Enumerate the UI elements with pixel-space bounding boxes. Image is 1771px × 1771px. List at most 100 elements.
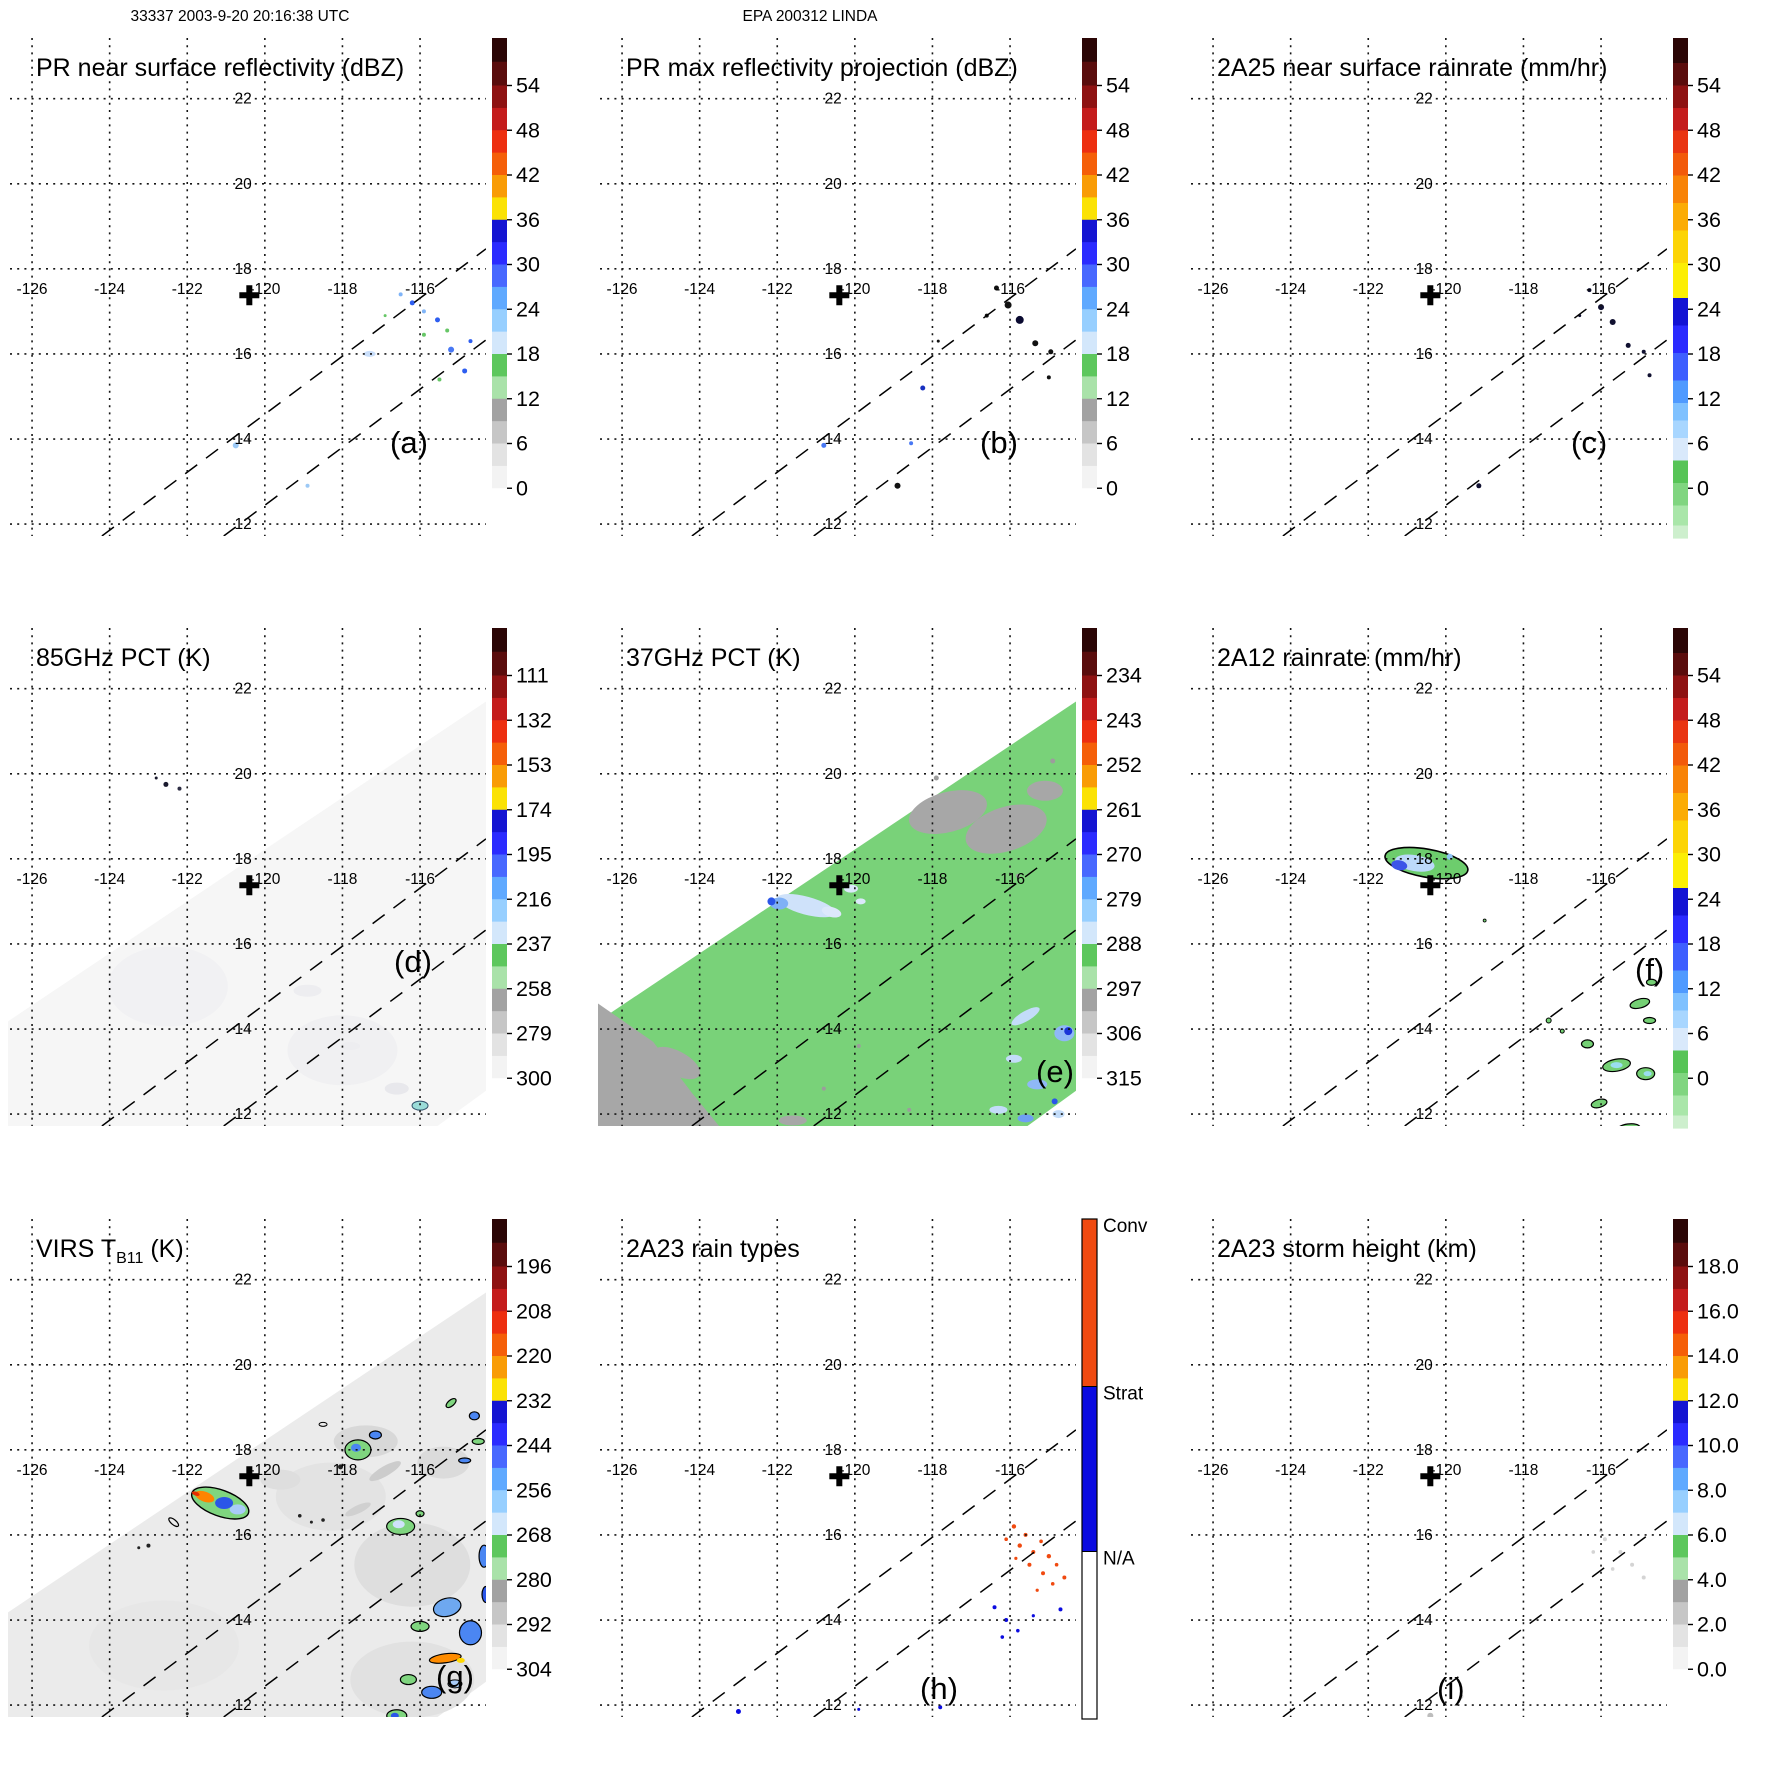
colorbar-segment <box>1672 525 1688 539</box>
pr-swath-edge-line <box>223 339 486 536</box>
latitude-label: 20 <box>234 176 252 193</box>
longitude-label: -116 <box>1586 281 1616 298</box>
map-feature <box>1482 918 1487 923</box>
panel-canvas-e: -126 -124 -122 -120 -118 -116222018161412(e)3… <box>598 628 1142 1129</box>
map-feature <box>1032 340 1039 347</box>
colorbar-tick-label: 14.0 <box>1697 1344 1739 1368</box>
map-feature <box>177 787 182 792</box>
map-feature <box>1027 781 1064 802</box>
colorbar-segment <box>1672 505 1688 527</box>
map-feature <box>822 1086 827 1091</box>
colorbar-segment <box>492 152 507 176</box>
colorbar-segment <box>1672 298 1688 327</box>
colorbar-segment <box>1082 787 1098 811</box>
latitude-label: 12 <box>234 1106 251 1123</box>
colorbar-segment <box>1672 403 1688 422</box>
storm-center-marker <box>1419 285 1440 306</box>
latitude-label: 16 <box>234 936 251 953</box>
colorbar-tick-label: 270 <box>1106 843 1142 867</box>
map-feature <box>1014 1556 1018 1560</box>
map-feature <box>1011 1007 1040 1026</box>
colorbar-tick-label: 2.0 <box>1697 1612 1727 1636</box>
map-feature <box>994 285 1000 291</box>
map-feature <box>1017 1114 1034 1123</box>
colorbar-segment <box>1672 1534 1688 1558</box>
colorbar-segment <box>492 130 507 154</box>
colorbar: 54 48 42 36 30 24 18 12 6 0 <box>1082 38 1130 539</box>
map-feature <box>822 906 842 918</box>
colorbar-segment <box>1672 1601 1688 1625</box>
colorbar-segment <box>492 1512 507 1536</box>
colorbar-segment <box>1082 286 1098 310</box>
map-feature <box>363 350 376 357</box>
map-feature <box>1618 1549 1623 1554</box>
map-feature <box>321 1517 325 1522</box>
colorbar-tick-label: 12 <box>1697 387 1721 411</box>
colorbar-tick-label: 258 <box>516 977 552 1001</box>
longitude-label: -126 <box>1197 281 1228 298</box>
panel-letter: (f) <box>1635 952 1664 987</box>
map-feature <box>302 1723 314 1729</box>
colorbar-segment <box>492 61 507 87</box>
pr-swath-edge-line <box>223 1519 486 1717</box>
latitude-label: 18 <box>234 261 251 278</box>
colorbar-segment <box>1082 944 1098 968</box>
latitude-label: 16 <box>825 936 842 953</box>
colorbar-segment <box>1672 1050 1688 1074</box>
colorbar-segment <box>1082 175 1098 198</box>
colorbar-tick-label: 6.0 <box>1697 1523 1727 1547</box>
colorbar-tick-label: 54 <box>1106 74 1130 98</box>
colorbar-tick-label: 315 <box>1106 1067 1142 1091</box>
latitude-label: 16 <box>1415 1527 1432 1544</box>
map-feature <box>1567 1138 1583 1146</box>
map-feature <box>305 483 310 488</box>
longitude-label: -124 <box>1275 281 1306 298</box>
colorbar-segment <box>492 354 507 377</box>
latitude-label: 12 <box>825 1106 842 1123</box>
map-feature <box>478 1544 486 1568</box>
colorbar-segment <box>1672 203 1688 232</box>
latitude-label: 18 <box>234 1442 251 1459</box>
colorbar-segment <box>1672 108 1688 132</box>
latitude-label: 14 <box>1415 1021 1433 1038</box>
panel-letter: (c) <box>1571 425 1607 460</box>
colorbar-tick-label: 0 <box>1106 476 1118 500</box>
colorbar-segment <box>492 175 507 198</box>
map-feature <box>229 1504 246 1515</box>
latitude-label: 14 <box>1415 1612 1433 1629</box>
panel-i: -126 -124 -122 -120 -118 -116 22 20 18 16 14 12 (i) 2… <box>1181 1181 1771 1771</box>
colorbar-segment <box>492 197 507 221</box>
map-feature <box>1004 301 1012 309</box>
longitude-label: -118 <box>1508 871 1538 888</box>
latitude-label: 16 <box>825 1527 842 1544</box>
colorbar-tick-label: 8.0 <box>1697 1478 1727 1502</box>
colorbar-tick-label: 36 <box>1697 798 1721 822</box>
colorbar-segment <box>1672 1010 1688 1029</box>
map-feature <box>1062 1575 1067 1580</box>
longitude-label: -122 <box>1352 281 1383 298</box>
map-feature <box>1609 319 1616 326</box>
colorbar-segment <box>492 219 507 243</box>
latitude-label: 22 <box>1415 91 1432 108</box>
colorbar-tick-label: 24 <box>516 297 540 321</box>
colorbar-segment <box>492 309 507 333</box>
colorbar-segment <box>1082 675 1098 699</box>
colorbar-segment <box>1082 966 1098 990</box>
map-feature <box>392 1519 405 1528</box>
colorbar-segment <box>492 1557 507 1581</box>
colorbar-tick-label: 196 <box>516 1254 552 1278</box>
longitude-label: -124 <box>1275 1462 1306 1479</box>
map-feature <box>1050 758 1056 764</box>
colorbar-segment <box>492 1056 507 1080</box>
colorbar-segment <box>492 1355 507 1379</box>
latitude-label: 18 <box>825 851 842 868</box>
colorbar-segment <box>1672 175 1688 204</box>
panel-title: 2A23 storm height (km) <box>1217 1235 1477 1263</box>
map-feature <box>920 385 926 391</box>
map-feature <box>458 1619 483 1646</box>
colorbar-tick-label: 153 <box>516 753 552 777</box>
colorbar-segment <box>1082 376 1098 400</box>
colorbar-tick-label: 18 <box>1697 342 1721 366</box>
